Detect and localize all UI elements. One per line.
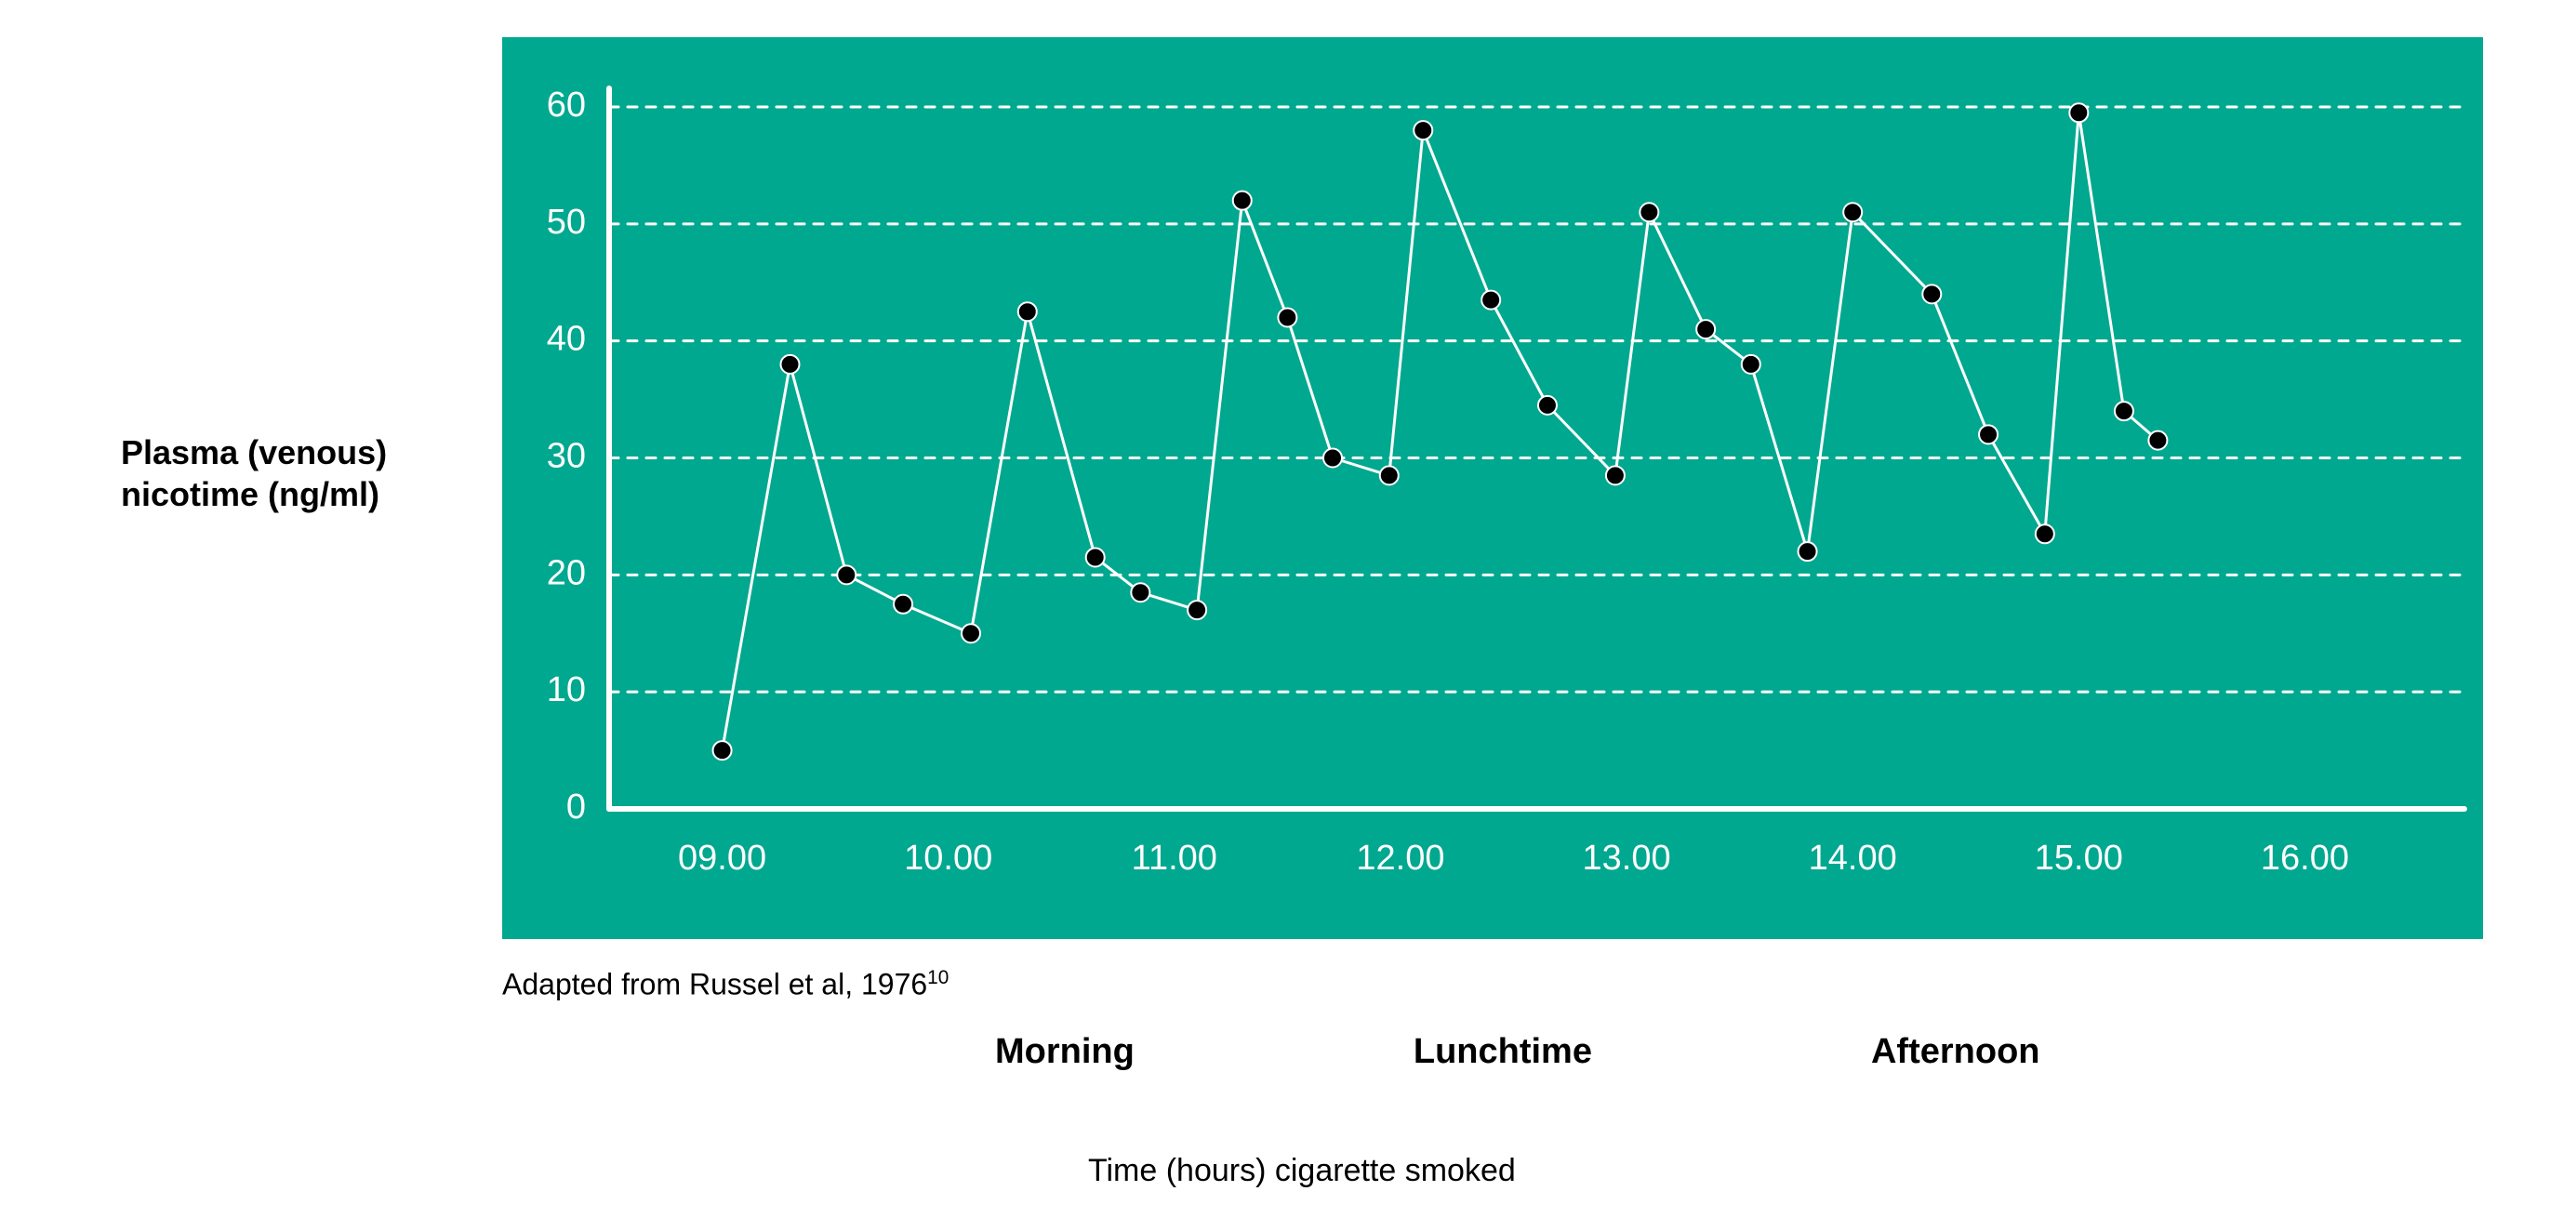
svg-text:09.00: 09.00: [678, 839, 766, 878]
period-label-lunchtime: Lunchtime: [1414, 1032, 1592, 1072]
caption-superscript: 10: [927, 967, 949, 988]
svg-text:11.00: 11.00: [1132, 839, 1217, 878]
svg-text:40: 40: [547, 320, 586, 359]
x-axis-label-text: Time (hours) cigarette smoked: [1088, 1153, 1516, 1188]
y-axis-label-line2: nicotime (ng/ml): [121, 475, 379, 513]
svg-text:50: 50: [547, 203, 586, 242]
svg-text:30: 30: [547, 437, 586, 476]
svg-text:15.00: 15.00: [2035, 839, 2123, 878]
svg-text:12.00: 12.00: [1356, 839, 1444, 878]
y-axis-label: Plasma (venous) nicotime (ng/ml): [121, 431, 387, 515]
svg-text:20: 20: [547, 553, 586, 592]
svg-text:60: 60: [547, 86, 586, 125]
svg-text:0: 0: [566, 788, 586, 827]
svg-text:14.00: 14.00: [1809, 839, 1897, 878]
page: Plasma (venous) nicotime (ng/ml) 0 10 20 30…: [0, 0, 2576, 1231]
time-period-labels: Morning Lunchtime Afternoon: [995, 1032, 2040, 1072]
y-axis-label-line1: Plasma (venous): [121, 433, 387, 471]
caption-text: Adapted from Russel et al, 1976: [502, 968, 927, 1001]
chart-panel: 0 10 20 30 40 50 60 09.00 10.00 11.00 12.00 13.00 14…: [502, 37, 2483, 939]
svg-text:16.00: 16.00: [2261, 839, 2349, 878]
svg-text:13.00: 13.00: [1583, 839, 1671, 878]
period-label-afternoon: Afternoon: [1871, 1032, 2040, 1072]
nicotine-line-chart: 0 10 20 30 40 50 60 09.00 10.00 11.00 12.00 13.00 14…: [502, 37, 2483, 939]
svg-text:10: 10: [547, 670, 586, 709]
period-label-morning: Morning: [995, 1032, 1135, 1072]
svg-text:10.00: 10.00: [904, 839, 992, 878]
x-axis-label: Time (hours) cigarette smoked: [1088, 1153, 1516, 1189]
chart-caption: Adapted from Russel et al, 197610: [502, 967, 949, 1002]
